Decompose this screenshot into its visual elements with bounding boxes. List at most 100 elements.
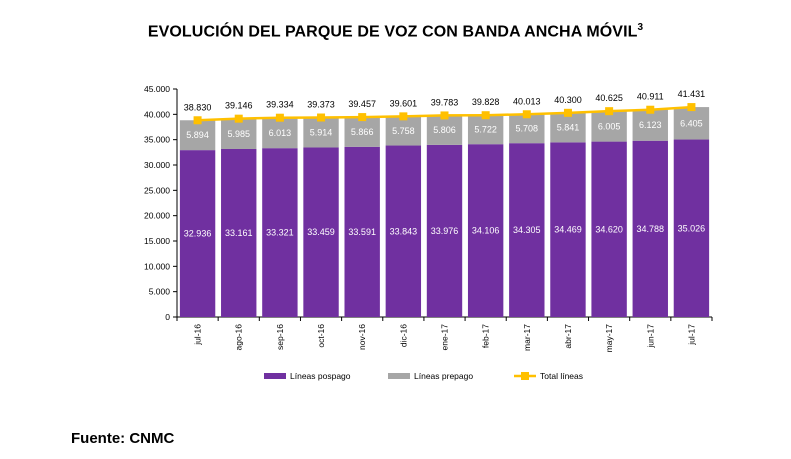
data-label-pospago: 34.620 (595, 224, 623, 234)
point-total (193, 116, 202, 125)
source-note: Fuente: CNMC (71, 430, 175, 447)
point-total (440, 111, 449, 120)
x-tick-label: jul-16 (193, 324, 203, 346)
data-label-prepago: 5.841 (557, 123, 580, 133)
data-label-total: 39.828 (472, 97, 500, 107)
point-total (687, 103, 696, 112)
point-total (317, 113, 326, 122)
data-label-pospago: 33.976 (431, 226, 459, 236)
bar-prepago (179, 120, 216, 151)
data-label-prepago: 5.708 (516, 124, 539, 134)
data-label-total: 39.334 (266, 100, 294, 110)
bar-pospago (179, 150, 216, 317)
point-total (646, 105, 655, 114)
bar-prepago (426, 115, 463, 145)
y-tick-label: 20.000 (144, 211, 170, 221)
data-label-total: 40.911 (637, 92, 664, 102)
legend-label-prepago: Líneas prepago (414, 371, 473, 381)
legend-label-total: Total líneas (540, 371, 583, 381)
x-tick-label: may-17 (604, 324, 614, 353)
x-tick-label: sep-16 (275, 324, 285, 350)
data-label-total: 39.457 (348, 99, 376, 109)
y-tick-label: 5.000 (149, 287, 171, 297)
data-label-pospago: 33.843 (390, 226, 418, 236)
data-label-total: 38.830 (184, 102, 212, 112)
x-tick-label: oct-16 (316, 324, 326, 348)
data-label-prepago: 5.722 (474, 125, 497, 135)
bar-pospago (632, 140, 668, 317)
data-label-pospago: 34.106 (472, 226, 500, 236)
point-total (605, 107, 614, 116)
x-tick-label: ago-16 (234, 324, 244, 351)
bar-prepago (303, 117, 339, 148)
chart-title-superscript: 3 (637, 22, 644, 33)
data-label-pospago: 35.026 (678, 223, 706, 233)
y-tick-label: 10.000 (144, 261, 170, 271)
data-label-pospago: 33.161 (225, 228, 253, 238)
data-label-total: 39.146 (225, 101, 253, 111)
data-label-total: 40.300 (554, 95, 582, 105)
bar-prepago (673, 107, 710, 140)
data-label-prepago: 6.013 (269, 128, 292, 138)
legend-swatch-pospago (264, 373, 286, 379)
x-tick-label: feb-17 (481, 324, 491, 348)
x-tick-label: ene-17 (440, 324, 450, 351)
data-label-pospago: 34.788 (637, 224, 665, 234)
data-label-prepago: 5.914 (310, 127, 333, 137)
bar-prepago (591, 111, 627, 142)
data-label-total: 40.013 (513, 96, 541, 106)
bar-prepago (632, 109, 668, 141)
data-label-prepago: 5.894 (186, 130, 209, 140)
data-label-pospago: 32.936 (184, 229, 212, 239)
data-label-prepago: 5.806 (433, 125, 456, 135)
point-total (275, 113, 284, 122)
data-label-total: 39.783 (431, 97, 459, 107)
x-tick-label: dic-16 (398, 324, 408, 347)
chart-title-text: EVOLUCIÓN DEL PARQUE DE VOZ CON BANDA AN… (147, 23, 638, 41)
bar-pospago (509, 143, 545, 317)
data-label-prepago: 6.405 (680, 118, 703, 128)
data-label-total: 40.625 (595, 93, 623, 103)
y-tick-label: 30.000 (144, 160, 170, 170)
y-tick-label: 35.000 (144, 135, 170, 145)
data-label-pospago: 33.459 (307, 227, 335, 237)
data-label-pospago: 34.305 (513, 225, 541, 235)
bar-prepago (509, 114, 545, 144)
bar-pospago (303, 147, 339, 317)
bar-prepago (221, 118, 257, 149)
bar-pospago (385, 145, 422, 317)
point-total (481, 111, 490, 120)
bar-prepago (385, 116, 422, 146)
legend-marker-total (521, 372, 529, 380)
y-tick-label: 15.000 (144, 236, 170, 246)
bar-pospago (550, 142, 586, 317)
data-label-prepago: 5.758 (392, 126, 415, 136)
bar-pospago (591, 141, 627, 317)
bar-pospago (426, 144, 463, 317)
bar-pospago (467, 144, 504, 317)
x-tick-label: jul-17 (686, 324, 696, 346)
bar-prepago (344, 117, 380, 147)
bar-pospago (344, 146, 380, 317)
point-total (399, 112, 408, 121)
legend-label-pospago: Líneas pospago (290, 371, 351, 381)
data-label-prepago: 6.005 (598, 121, 621, 131)
chart-title: EVOLUCIÓN DEL PARQUE DE VOZ CON BANDA AN… (0, 22, 791, 41)
bar-prepago (262, 117, 298, 149)
y-tick-label: 25.000 (144, 185, 170, 195)
data-label-pospago: 33.321 (266, 228, 294, 238)
data-label-prepago: 5.985 (227, 129, 250, 139)
data-label-pospago: 33.591 (348, 227, 376, 237)
y-tick-label: 0 (165, 312, 170, 322)
data-label-prepago: 5.866 (351, 127, 374, 137)
bar-prepago (467, 115, 504, 145)
x-tick-label: nov-16 (357, 324, 367, 350)
point-total (563, 108, 572, 117)
bar-pospago (673, 139, 710, 317)
data-label-total: 39.373 (307, 100, 335, 110)
legend-swatch-prepago (388, 373, 410, 379)
bar-pospago (262, 148, 298, 317)
y-tick-label: 40.000 (144, 109, 170, 119)
x-tick-label: jun-17 (645, 324, 655, 349)
